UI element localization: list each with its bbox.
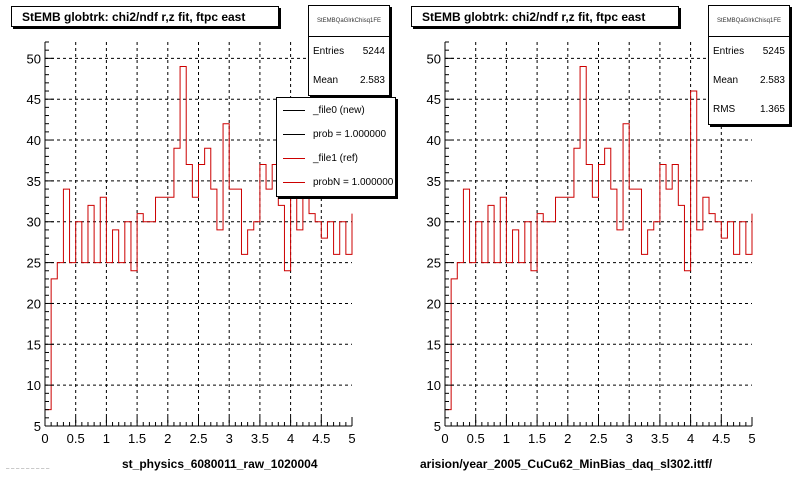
legend-entry: probN = 1.000000 xyxy=(277,170,395,194)
y-tick-label: 10 xyxy=(427,378,441,393)
chart-title: StEMB globtrk: chi2/ndf r,z fit, ftpc ea… xyxy=(411,6,679,27)
x-tick-label: 0 xyxy=(441,431,448,446)
y-tick-label: 15 xyxy=(27,337,41,352)
legend-label: probN = 1.000000 xyxy=(313,176,394,188)
x-tick-label: 2.5 xyxy=(189,431,207,446)
y-tick-label: 45 xyxy=(27,92,41,107)
stats-value: 2.583 xyxy=(359,75,385,86)
legend-entry: _file1 (ref) xyxy=(277,146,395,170)
y-tick-label: 40 xyxy=(27,133,41,148)
x-tick-label: 0 xyxy=(41,431,48,446)
x-tick-label: 3 xyxy=(226,431,233,446)
y-tick-label: 5 xyxy=(434,419,441,434)
x-tick-label: 4.5 xyxy=(312,431,330,446)
y-tick-label: 10 xyxy=(27,378,41,393)
y-tick-label: 45 xyxy=(427,92,441,107)
y-tick-label: 30 xyxy=(27,215,41,230)
histogram-panel-left: 0 0.5 1 1.5 2 2.5 3 3.5 4 4.5 5 5 10 15 20 25 30 35 40 45 50… xyxy=(6,5,396,472)
legend-label: _file0 (new) xyxy=(313,104,365,116)
legend-swatch xyxy=(283,109,305,111)
y-tick-label: 50 xyxy=(427,51,441,66)
y-tick-label: 40 xyxy=(427,133,441,148)
stats-box: StEMBQaGlrkChisq1FE Entries 5244 Mean 2.… xyxy=(308,5,390,96)
x-tick-label: 2 xyxy=(564,431,571,446)
histogram-panel-right: 0 0.5 1 1.5 2 2.5 3 3.5 4 4.5 5 5 10 15 20 25 30 35 40 45 50… xyxy=(400,0,800,480)
file-name-label: st_physics_6080011_raw_1020004 xyxy=(122,457,318,471)
y-tick-label: 35 xyxy=(27,174,41,189)
x-tick-label: 3.5 xyxy=(251,431,269,446)
histogram-plot-right: 0 0.5 1 1.5 2 2.5 3 3.5 4 4.5 5 5 10 15 20 25 30 35 40 45 50 xyxy=(427,41,756,446)
legend-swatch xyxy=(283,157,305,159)
legend-swatch xyxy=(283,181,305,183)
stats-row-mean: Mean 2.583 xyxy=(709,66,789,95)
y-tick-label: 20 xyxy=(27,296,41,311)
legend-entry: _file0 (new) xyxy=(277,98,395,122)
stats-label: RMS xyxy=(713,104,736,115)
legend-label: _file1 (ref) xyxy=(313,152,359,164)
x-tick-label: 1 xyxy=(503,431,510,446)
histogram-line xyxy=(445,66,753,411)
legend-box: _file0 (new) prob = 1.000000 _file1 (ref… xyxy=(276,97,396,197)
x-tick-label: 2.5 xyxy=(589,431,607,446)
x-tick-label: 1 xyxy=(103,431,110,446)
x-tick-label: 1.5 xyxy=(128,431,146,446)
y-tick-label: 25 xyxy=(27,256,41,271)
footer-fragment: – – – – – – – – – xyxy=(6,466,50,472)
y-tick-label: 20 xyxy=(427,296,441,311)
x-tick-label: 1.5 xyxy=(528,431,546,446)
file-name-label: arision/year_2005_CuCu62_MinBias_daq_sl3… xyxy=(420,457,713,471)
x-tick-label: 4 xyxy=(287,431,294,446)
x-tick-label: 0.5 xyxy=(467,431,485,446)
stats-label: Entries xyxy=(713,46,745,57)
y-tick-label: 15 xyxy=(427,337,441,352)
stats-row-entries: Entries 5245 xyxy=(709,37,789,66)
stats-box-id: StEMBQaGlrkChisq1FE xyxy=(309,6,389,37)
histogram-line xyxy=(45,66,353,411)
x-tick-label: 4 xyxy=(687,431,694,446)
stats-value: 1.365 xyxy=(759,104,785,115)
y-tick-label: 5 xyxy=(34,419,41,434)
legend-entry: prob = 1.000000 xyxy=(277,122,395,146)
stats-row-mean: Mean 2.583 xyxy=(309,66,389,95)
stats-label: Mean xyxy=(313,75,339,86)
x-tick-label: 4.5 xyxy=(712,431,730,446)
x-tick-label: 0.5 xyxy=(67,431,85,446)
y-tick-label: 35 xyxy=(427,174,441,189)
stats-row-rms: RMS 1.365 xyxy=(709,95,789,124)
chart-title: StEMB globtrk: chi2/ndf r,z fit, ftpc ea… xyxy=(11,6,279,27)
stats-label: Mean xyxy=(713,75,739,86)
stats-box-id: StEMBQaGlrkChisq1FE xyxy=(709,6,789,37)
x-tick-label: 2 xyxy=(164,431,171,446)
y-tick-label: 25 xyxy=(427,256,441,271)
stats-label: Entries xyxy=(313,46,345,57)
legend-swatch xyxy=(283,133,305,135)
stats-value: 5244 xyxy=(362,46,385,57)
y-tick-label: 30 xyxy=(427,215,441,230)
legend-label: prob = 1.000000 xyxy=(313,128,387,140)
stats-value: 5245 xyxy=(762,46,785,57)
y-tick-label: 50 xyxy=(27,51,41,66)
stats-box: StEMBQaGlrkChisq1FE Entries 5245 Mean 2.… xyxy=(708,5,790,125)
stats-value: 2.583 xyxy=(759,75,785,86)
x-tick-label: 3.5 xyxy=(651,431,669,446)
x-tick-label: 3 xyxy=(626,431,633,446)
x-tick-label: 5 xyxy=(748,431,755,446)
x-tick-label: 5 xyxy=(348,431,355,446)
stats-row-entries: Entries 5244 xyxy=(309,37,389,66)
